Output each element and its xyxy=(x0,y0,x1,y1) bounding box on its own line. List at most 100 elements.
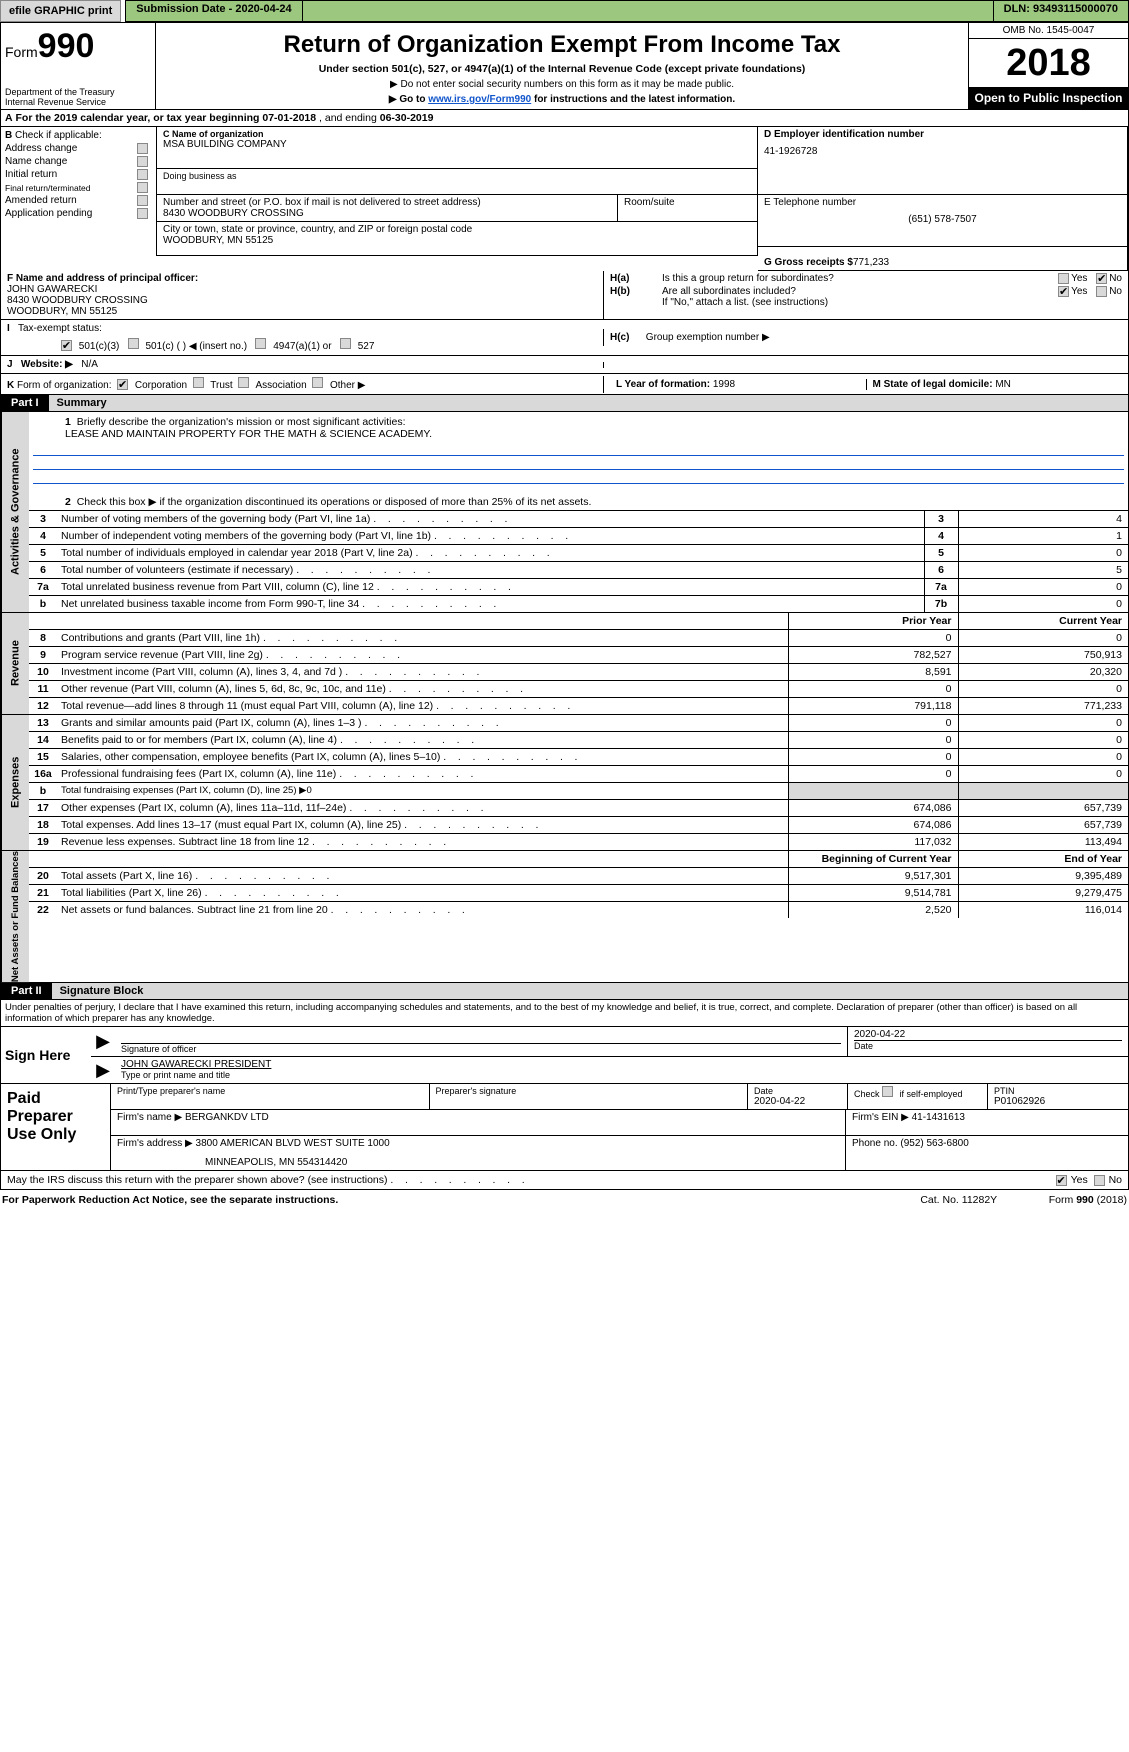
line-val: 5 xyxy=(958,562,1128,579)
ha-yes-box[interactable] xyxy=(1058,273,1069,284)
phone-label: Phone no. xyxy=(852,1138,900,1149)
i-527-box[interactable] xyxy=(340,338,351,349)
k-other-box[interactable] xyxy=(312,377,323,388)
chk-address-change-box[interactable] xyxy=(137,143,148,154)
line-num: 17 xyxy=(29,800,57,817)
i-4947-box[interactable] xyxy=(255,338,266,349)
prior-val: 674,086 xyxy=(788,800,958,817)
org-city: WOODBURY, MN 55125 xyxy=(163,235,751,246)
table-row: 6Total number of volunteers (estimate if… xyxy=(29,562,1128,579)
officer-name-title: JOHN GAWARECKI PRESIDENT xyxy=(121,1059,1122,1070)
line-text: Investment income (Part VIII, column (A)… xyxy=(57,664,788,681)
sig-date-value: 2020-04-22 xyxy=(854,1029,1122,1040)
line-num: 20 xyxy=(29,868,57,885)
irs-label: Internal Revenue Service xyxy=(5,97,115,107)
line-num: 6 xyxy=(29,562,57,579)
part-ii: Part II Signature Block xyxy=(0,983,1129,1000)
k-assoc-box[interactable] xyxy=(238,377,249,388)
table-row: 7aTotal unrelated business revenue from … xyxy=(29,579,1128,596)
line-text: Benefits paid to or for members (Part IX… xyxy=(57,732,788,749)
col-c: C Name of organization MSA BUILDING COMP… xyxy=(156,127,758,271)
page-footer: For Paperwork Reduction Act Notice, see … xyxy=(0,1190,1129,1210)
i-501c-box[interactable] xyxy=(128,338,139,349)
dln: DLN: 93493115000070 xyxy=(993,0,1129,22)
firm-addr-label: Firm's address ▶ xyxy=(117,1138,193,1149)
mission-line-1 xyxy=(33,442,1124,456)
current-val: 0 xyxy=(958,749,1128,766)
perjury-statement: Under penalties of perjury, I declare th… xyxy=(0,1000,1129,1027)
netassets-table: Beginning of Current Year End of Year 20… xyxy=(29,851,1128,918)
header-left: Form990 Department of the Treasury Inter… xyxy=(1,23,156,109)
entity-block: B Check if applicable: Address change Na… xyxy=(0,127,1129,271)
k-corp-box[interactable] xyxy=(117,379,128,390)
line-text: Total number of individuals employed in … xyxy=(57,545,924,562)
sign-here-label: Sign Here xyxy=(1,1027,91,1083)
line-text: Contributions and grants (Part VIII, lin… xyxy=(57,630,788,647)
hb-yes-box[interactable] xyxy=(1058,286,1069,297)
table-row: 20Total assets (Part X, line 16)9,517,30… xyxy=(29,868,1128,885)
hb-text: Are all subordinates included? xyxy=(646,286,1052,297)
ps-label: Preparer's signature xyxy=(436,1086,742,1096)
efile-print-button[interactable]: efile GRAPHIC print xyxy=(0,0,121,22)
line-num: b xyxy=(29,783,57,800)
chk-app-pending-box[interactable] xyxy=(137,208,148,219)
part-ii-title: Signature Block xyxy=(52,983,1128,1000)
submission-date: Submission Date - 2020-04-24 xyxy=(125,0,302,22)
chk-name-change: Name change xyxy=(5,156,137,167)
row-i: I Tax-exempt status: 501(c)(3) 501(c) ( … xyxy=(0,320,1129,356)
line-num: 15 xyxy=(29,749,57,766)
i-label: I xyxy=(7,323,10,334)
lm-block: L Year of formation: 1998 M State of leg… xyxy=(603,376,1128,393)
topbar-fill xyxy=(303,0,993,22)
irs-link[interactable]: www.irs.gov/Form990 xyxy=(428,94,531,105)
table-row: 21Total liabilities (Part X, line 26)9,5… xyxy=(29,885,1128,902)
row-a-mid: , and ending xyxy=(319,112,380,124)
sig-date-label: Date xyxy=(854,1040,1122,1051)
paid-preparer-block: Paid Preparer Use Only Print/Type prepar… xyxy=(0,1084,1129,1171)
current-val: 0 xyxy=(958,681,1128,698)
chk-name-change-box[interactable] xyxy=(137,156,148,167)
table-row: 11Other revenue (Part VIII, column (A), … xyxy=(29,681,1128,698)
hb-no-box[interactable] xyxy=(1096,286,1107,297)
table-row: 5Total number of individuals employed in… xyxy=(29,545,1128,562)
j-label: J xyxy=(7,359,13,370)
table-row: 16aProfessional fundraising fees (Part I… xyxy=(29,766,1128,783)
table-row: 12Total revenue—add lines 8 through 11 (… xyxy=(29,698,1128,715)
mission-line-2 xyxy=(33,456,1124,470)
current-val xyxy=(958,783,1128,800)
footer-cat: Cat. No. 11282Y xyxy=(869,1194,1049,1206)
revenue-table: Prior Year Current Year 8Contributions a… xyxy=(29,613,1128,714)
table-row: 10Investment income (Part VIII, column (… xyxy=(29,664,1128,681)
line-text: Number of independent voting members of … xyxy=(57,528,924,545)
line1-num: 1 xyxy=(65,416,71,428)
footer-left: For Paperwork Reduction Act Notice, see … xyxy=(2,1194,869,1206)
line2-text: Check this box ▶ if the organization dis… xyxy=(77,496,592,508)
l-text: L Year of formation: xyxy=(616,379,713,390)
header-right: OMB No. 1545-0047 2018 Open to Public In… xyxy=(968,23,1128,109)
col-b: B Check if applicable: Address change Na… xyxy=(1,127,156,271)
note2-suffix: for instructions and the latest informat… xyxy=(531,94,735,105)
line-text: Program service revenue (Part VIII, line… xyxy=(57,647,788,664)
line-num: 3 xyxy=(29,511,57,528)
ptin-label: PTIN xyxy=(994,1086,1122,1096)
prior-val: 0 xyxy=(788,749,958,766)
line-text: Grants and similar amounts paid (Part IX… xyxy=(57,715,788,732)
discuss-no-box[interactable] xyxy=(1094,1175,1105,1186)
current-val: 113,494 xyxy=(958,834,1128,851)
k-trust-box[interactable] xyxy=(193,377,204,388)
chk-amended-box[interactable] xyxy=(137,195,148,206)
self-employed-box[interactable] xyxy=(882,1086,893,1097)
chk-initial-return-box[interactable] xyxy=(137,169,148,180)
ha-no-box[interactable] xyxy=(1096,273,1107,284)
discuss-yes-box[interactable] xyxy=(1056,1175,1067,1186)
ha-no: No xyxy=(1109,273,1122,284)
prior-val xyxy=(788,783,958,800)
chk-final-return-box[interactable] xyxy=(137,182,148,193)
line1-val: LEASE AND MAINTAIN PROPERTY FOR THE MATH… xyxy=(65,428,432,440)
current-val: 0 xyxy=(958,715,1128,732)
line-val: 0 xyxy=(958,579,1128,596)
i-501c3-box[interactable] xyxy=(61,340,72,351)
line-text: Total expenses. Add lines 13–17 (must eq… xyxy=(57,817,788,834)
governance-table: 3Number of voting members of the governi… xyxy=(29,510,1128,612)
prior-val: 0 xyxy=(788,732,958,749)
